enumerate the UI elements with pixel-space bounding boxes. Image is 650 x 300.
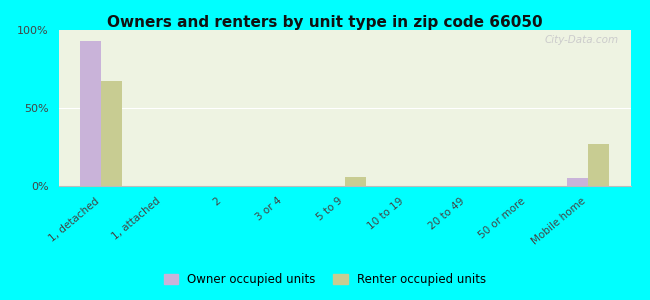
Bar xyxy=(101,82,122,186)
Text: Owners and renters by unit type in zip code 66050: Owners and renters by unit type in zip c… xyxy=(107,15,543,30)
Bar xyxy=(588,144,609,186)
Bar xyxy=(80,41,101,186)
Text: City-Data.com: City-Data.com xyxy=(545,35,619,45)
Bar xyxy=(344,177,366,186)
Legend: Owner occupied units, Renter occupied units: Owner occupied units, Renter occupied un… xyxy=(159,269,491,291)
Bar xyxy=(567,178,588,186)
